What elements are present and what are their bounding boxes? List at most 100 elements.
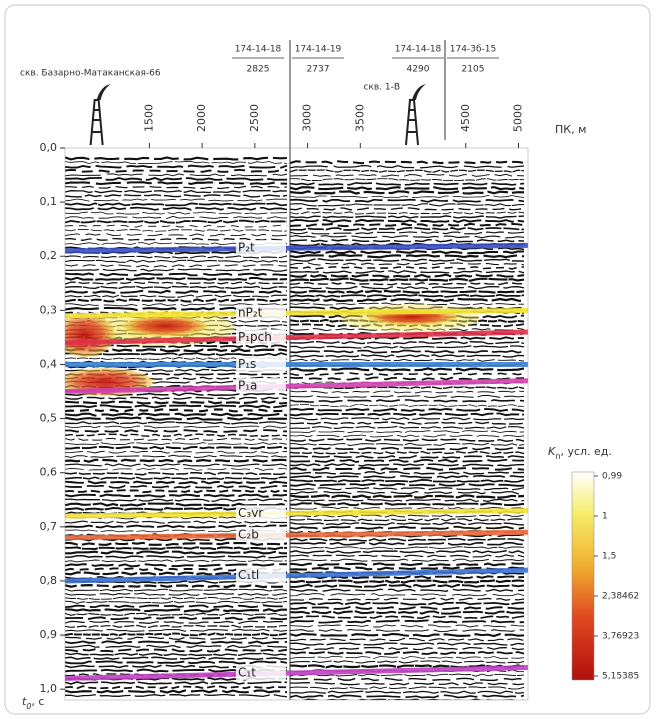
reflector: [65, 624, 288, 629]
reflector: [289, 518, 525, 522]
y-tick-label: 0,2: [40, 249, 58, 262]
reflector: [289, 498, 525, 503]
y-tick-label: 1,0: [40, 682, 58, 695]
reflector: [289, 664, 525, 669]
x-tick-label: 2500: [248, 104, 261, 132]
reflector: [289, 367, 525, 372]
reflector: [289, 302, 524, 306]
reflector: [65, 219, 288, 224]
subscript: 0: [26, 702, 31, 711]
reflector: [65, 489, 288, 494]
horizon-label-box: [236, 567, 286, 583]
reflector: [65, 352, 288, 357]
reflector: [290, 178, 525, 182]
reflector: [289, 660, 525, 664]
reflector: [65, 588, 288, 592]
x-tick-label: 2000: [195, 104, 208, 132]
anomaly: [65, 313, 115, 357]
colorbar-title: Kп, усл. ед.: [548, 445, 612, 461]
reflector: [289, 254, 525, 259]
profile-length: 2825: [247, 65, 270, 75]
reflector: [65, 425, 288, 429]
reflector: [289, 345, 525, 349]
y-axis-label: t0, с: [22, 695, 44, 711]
reflector: [289, 471, 525, 475]
reflector: [65, 616, 288, 621]
horizon-label: P₁s: [238, 357, 256, 371]
well-icons: [89, 84, 426, 146]
subscript: п: [555, 452, 560, 461]
reflector: [289, 537, 525, 542]
reflector: [289, 632, 525, 638]
reflector: [289, 454, 525, 459]
reflector: [289, 610, 525, 615]
reflector: [289, 281, 525, 286]
reflector: [65, 400, 288, 405]
reflector: [289, 273, 525, 278]
reflector: [289, 164, 525, 169]
reflector: [289, 450, 525, 455]
horizon: [64, 307, 529, 319]
reflector: [65, 281, 288, 285]
reflector: [289, 186, 525, 191]
reflector: [289, 222, 525, 228]
reflector: [65, 303, 288, 307]
reflector: [289, 588, 525, 592]
reflector: [289, 525, 525, 530]
reflector: [289, 463, 525, 467]
reflector: [289, 203, 525, 207]
reflector: [289, 502, 525, 507]
profile-number: 174-14-18: [235, 45, 282, 55]
x-tick-label: 5000: [512, 104, 525, 132]
reflector: [65, 476, 288, 480]
reflector: [289, 624, 525, 628]
reflector: [65, 189, 288, 194]
profile-number: 174-14-18: [395, 45, 442, 55]
reflector: [289, 656, 525, 659]
reflector: [65, 596, 288, 600]
y-tick-label: 0,1: [40, 195, 58, 208]
reflector: [65, 450, 288, 454]
reflector: [289, 522, 525, 526]
reflector: [289, 554, 525, 558]
colorbar-label: 1: [602, 512, 608, 522]
reflector: [65, 636, 288, 641]
reflector: [65, 520, 287, 524]
reflector: [65, 685, 288, 690]
reflector: [65, 445, 288, 450]
reflector: [289, 160, 525, 165]
reflector: [290, 226, 525, 231]
reflector: [65, 600, 288, 604]
reflector: [65, 416, 288, 421]
reflector: [289, 601, 525, 606]
y-tick-label: 0,8: [40, 574, 58, 587]
reflector: [289, 494, 525, 499]
reflector: [65, 421, 288, 425]
reflector: [289, 394, 525, 399]
unit: , усл. ед.: [560, 445, 611, 458]
horizon-label-box: [236, 240, 286, 256]
reflector: [289, 231, 525, 235]
reflector: [289, 349, 525, 354]
reflector: [65, 255, 288, 259]
reflector: [289, 412, 525, 417]
horizon-label: P₁pch: [238, 330, 272, 344]
reflector: [65, 640, 288, 645]
reflector: [289, 550, 525, 554]
reflector: [289, 546, 525, 550]
reflector: [65, 168, 288, 173]
reflector: [65, 656, 288, 660]
horizon-label-box: [236, 305, 286, 321]
reflector: [289, 562, 525, 567]
reflector: [65, 396, 288, 400]
reflector: [65, 620, 288, 625]
reflector: [289, 390, 525, 394]
x-tick-label: 3500: [353, 104, 366, 132]
reflector: [65, 211, 288, 215]
reflector: [65, 289, 288, 294]
reflector: [289, 615, 525, 619]
reflector: [65, 442, 288, 446]
horizon-label: C₁tl: [238, 568, 259, 582]
profile-length: 4290: [407, 65, 430, 75]
